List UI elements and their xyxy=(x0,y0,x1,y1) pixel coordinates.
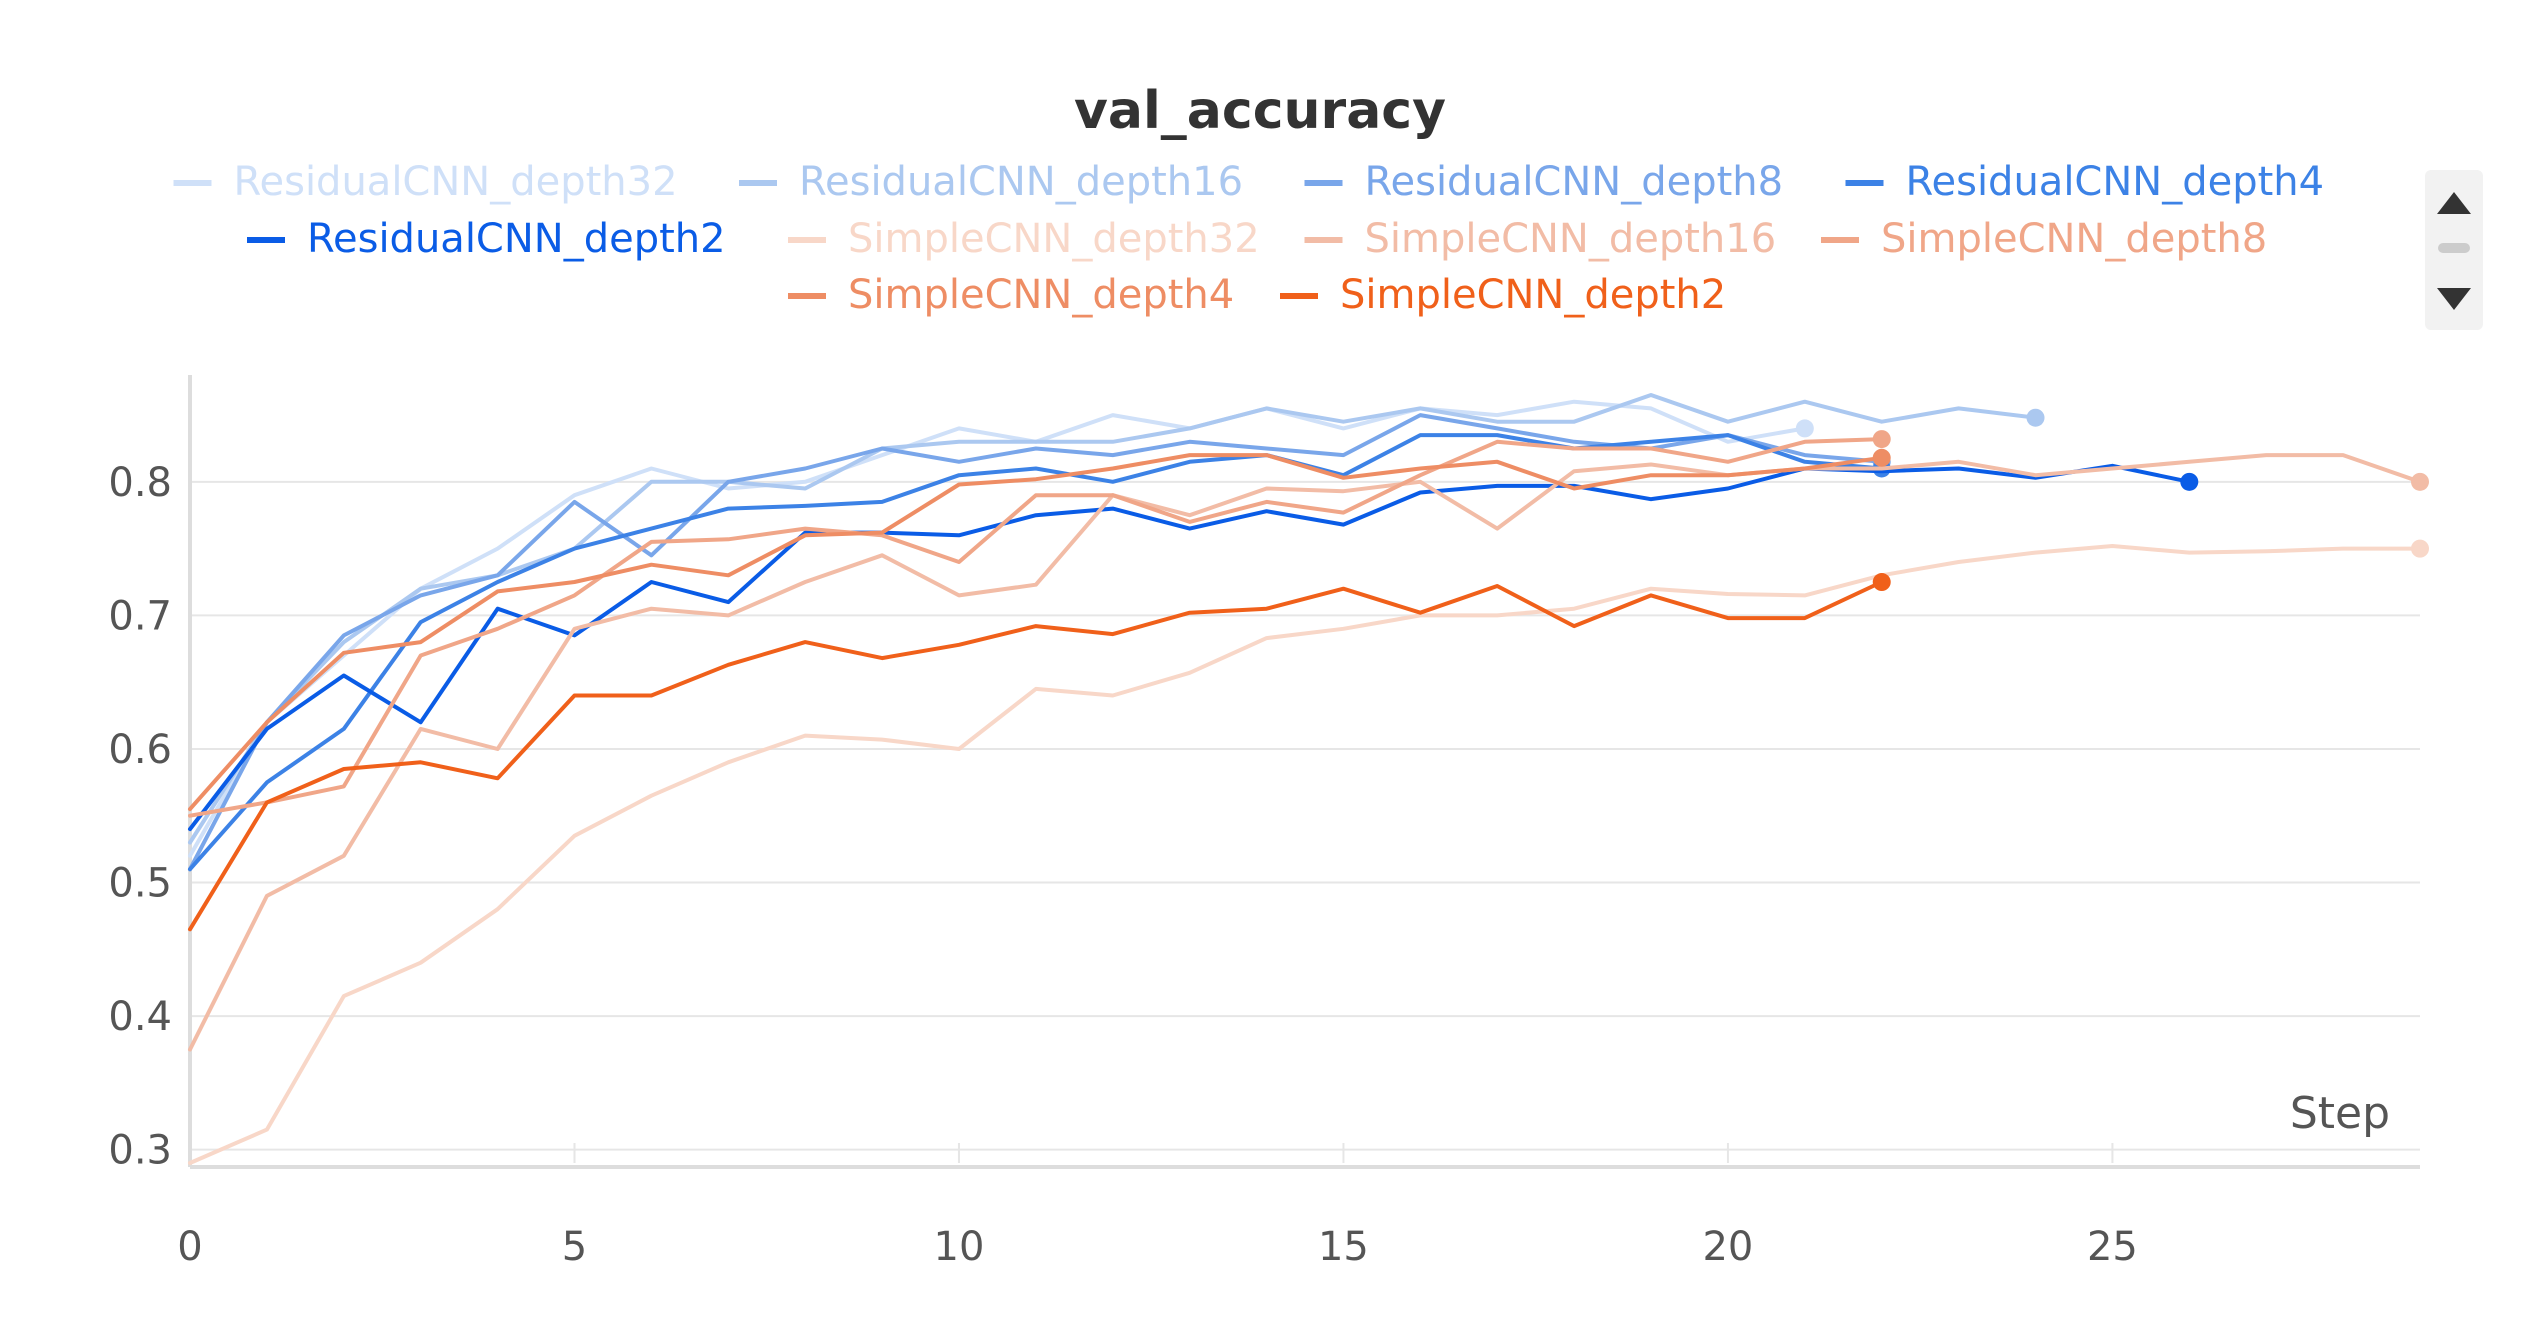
series-end-marker-SimpleCNN_depth2 xyxy=(1872,573,1891,592)
legend-item-SimpleCNN_depth4[interactable]: SimpleCNN_depth4 xyxy=(788,272,1234,318)
legend-label: ResidualCNN_depth8 xyxy=(1365,159,1784,205)
series-line-ResidualCNN_depth32[interactable] xyxy=(188,399,1807,858)
legend-label: ResidualCNN_depth16 xyxy=(799,159,1243,205)
legend-item-SimpleCNN_depth2[interactable]: SimpleCNN_depth2 xyxy=(1280,272,1726,318)
series-end-marker-SimpleCNN_depth4 xyxy=(1872,448,1891,467)
legend-item-ResidualCNN_depth4[interactable]: ResidualCNN_depth4 xyxy=(1845,159,2325,205)
legend-scroll xyxy=(2425,170,2483,330)
legend-label: SimpleCNN_depth32 xyxy=(848,216,1260,262)
legend-label: SimpleCNN_depth16 xyxy=(1365,216,1777,262)
series-end-marker-SimpleCNN_depth8 xyxy=(1872,430,1891,449)
y-tick-label: 0.6 xyxy=(108,727,172,773)
x-tick-label: 20 xyxy=(1702,1224,1753,1270)
series-end-marker-SimpleCNN_depth32 xyxy=(2411,539,2429,558)
y-tick-label: 0.5 xyxy=(108,861,172,907)
chart-title: val_accuracy xyxy=(1074,81,1446,141)
x-axis-label: Step xyxy=(2290,1088,2390,1139)
y-tick-label: 0.8 xyxy=(108,460,172,506)
y-tick-label: 0.3 xyxy=(108,1128,172,1174)
series-end-marker-ResidualCNN_depth16 xyxy=(2026,408,2045,427)
scroll-up-icon[interactable] xyxy=(2437,192,2471,214)
legend-label: SimpleCNN_depth4 xyxy=(848,272,1234,318)
series-end-marker-ResidualCNN_depth2 xyxy=(2180,472,2199,491)
axes xyxy=(188,375,2420,1169)
grid xyxy=(190,480,2420,1163)
legend-item-ResidualCNN_depth8[interactable]: ResidualCNN_depth8 xyxy=(1304,159,1784,205)
x-tick-label: 10 xyxy=(934,1224,985,1270)
series-end-marker-SimpleCNN_depth16 xyxy=(2411,472,2429,491)
legend-item-ResidualCNN_depth2[interactable]: ResidualCNN_depth2 xyxy=(247,216,726,262)
x-tick-label: 25 xyxy=(2087,1224,2138,1270)
series-line-SimpleCNN_depth32[interactable] xyxy=(188,544,2422,1165)
series-line-ResidualCNN_depth8[interactable] xyxy=(188,413,1884,872)
legend-label: ResidualCNN_depth32 xyxy=(234,159,678,205)
x-tick-label: 0 xyxy=(177,1224,202,1270)
legend-label: SimpleCNN_depth8 xyxy=(1881,216,2267,262)
legend-label: ResidualCNN_depth2 xyxy=(307,216,726,262)
series-end-marker-ResidualCNN_depth32 xyxy=(1795,419,1814,438)
y-tick-label: 0.4 xyxy=(108,994,172,1040)
legend-item-ResidualCNN_depth16[interactable]: ResidualCNN_depth16 xyxy=(739,159,1243,205)
series-lines xyxy=(188,393,2429,1165)
series-line-SimpleCNN_depth16[interactable] xyxy=(188,453,2422,1052)
series-line-SimpleCNN_depth4[interactable] xyxy=(188,453,1884,812)
legend-item-SimpleCNN_depth16[interactable]: SimpleCNN_depth16 xyxy=(1304,216,1777,262)
series-line-SimpleCNN_depth8[interactable] xyxy=(188,437,1884,818)
series-line-SimpleCNN_depth2[interactable] xyxy=(188,580,1884,932)
x-tick-label: 5 xyxy=(562,1224,587,1270)
y-tick-label: 0.7 xyxy=(108,593,172,639)
legend-label: ResidualCNN_depth4 xyxy=(1906,159,2325,205)
scroll-down-icon[interactable] xyxy=(2437,288,2471,310)
tick-labels: 0.3 0.4 0.5 0.6 0.7 0.8 0 5 10 15 20 25 xyxy=(108,460,2137,1270)
legend-item-ResidualCNN_depth32[interactable]: ResidualCNN_depth32 xyxy=(173,159,678,205)
scroll-thumb[interactable] xyxy=(2438,243,2470,253)
x-tick-label: 15 xyxy=(1318,1224,1369,1270)
legend-label: SimpleCNN_depth2 xyxy=(1340,272,1726,318)
series-line-ResidualCNN_depth4[interactable] xyxy=(188,433,1884,872)
legend-item-SimpleCNN_depth8[interactable]: SimpleCNN_depth8 xyxy=(1821,216,2267,262)
legend-item-SimpleCNN_depth32[interactable]: SimpleCNN_depth32 xyxy=(788,216,1260,262)
legend: ResidualCNN_depth32 ResidualCNN_depth16 Re… xyxy=(173,159,2325,318)
